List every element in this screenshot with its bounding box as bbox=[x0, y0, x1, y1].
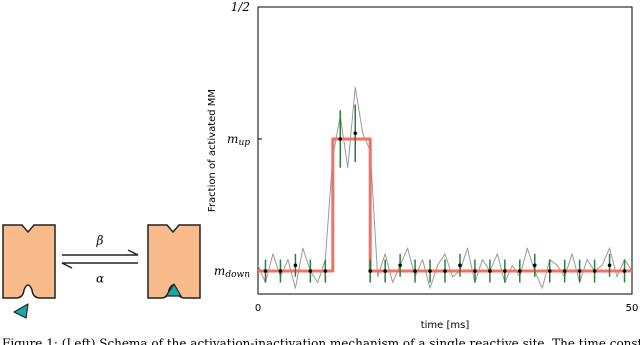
data-point bbox=[622, 269, 627, 273]
y-axis-label: Fraction of activated MM bbox=[207, 89, 218, 212]
y-tick-text: m bbox=[227, 132, 238, 146]
data-point bbox=[547, 269, 552, 273]
y-tick-subscript: up bbox=[238, 138, 250, 148]
data-point bbox=[368, 269, 373, 273]
forward-rate: β bbox=[96, 234, 104, 248]
inactive-site bbox=[2, 224, 56, 299]
data-point bbox=[293, 263, 298, 268]
series-line bbox=[257, 86, 633, 289]
backward-arrow bbox=[61, 262, 138, 269]
data-point bbox=[413, 269, 417, 273]
data-point bbox=[263, 269, 268, 273]
y-tick-text: m bbox=[214, 264, 225, 278]
y-tick-label: mup bbox=[227, 132, 250, 148]
y-tick-text: 1/2 bbox=[231, 0, 250, 14]
y-tick-subscript: down bbox=[225, 270, 250, 280]
data-point bbox=[458, 263, 462, 268]
caption: Figure 1: (Left) Schema of the activatio… bbox=[2, 337, 640, 345]
data-point bbox=[383, 269, 387, 273]
schematic: β α bbox=[2, 224, 201, 319]
data-point bbox=[592, 269, 597, 273]
backward-rate: α bbox=[96, 272, 104, 286]
data-point bbox=[577, 269, 582, 273]
data-point bbox=[323, 269, 328, 273]
data-point bbox=[562, 269, 567, 273]
series-line bbox=[258, 137, 632, 273]
ligand bbox=[13, 303, 29, 319]
data-point bbox=[338, 137, 343, 141]
data-point bbox=[503, 269, 507, 273]
data-point bbox=[532, 263, 537, 268]
plot-area bbox=[257, 6, 633, 295]
data-point bbox=[473, 269, 477, 273]
y-tick-label: mdown bbox=[214, 264, 250, 280]
data-point bbox=[607, 263, 612, 268]
data-point bbox=[518, 269, 522, 273]
data-point bbox=[353, 131, 358, 136]
y-tick-label: 1/2 bbox=[231, 0, 250, 14]
bound-ligand bbox=[165, 283, 182, 297]
x-axis-label: time [ms] bbox=[421, 320, 470, 331]
data-point bbox=[443, 269, 447, 273]
data-point bbox=[278, 269, 283, 273]
data-point bbox=[488, 269, 492, 273]
forward-arrow bbox=[62, 249, 139, 256]
x-tick-label: 50 bbox=[626, 303, 639, 314]
data-point bbox=[308, 269, 313, 273]
x-tick-label: 0 bbox=[255, 303, 261, 314]
data-point bbox=[398, 263, 402, 268]
data-point bbox=[428, 269, 432, 273]
